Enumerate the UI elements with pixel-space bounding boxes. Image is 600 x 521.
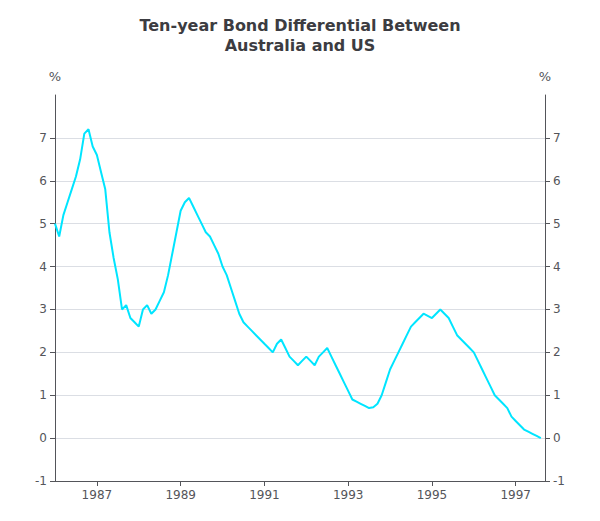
svg-text:Ten-year Bond Differential Bet: Ten-year Bond Differential Between — [139, 16, 460, 35]
svg-text:7: 7 — [39, 131, 47, 145]
svg-text:5: 5 — [553, 217, 561, 231]
svg-text:1987: 1987 — [82, 488, 113, 502]
svg-text:4: 4 — [553, 260, 561, 274]
svg-text:3: 3 — [39, 302, 47, 316]
svg-text:1989: 1989 — [165, 488, 196, 502]
svg-text:6: 6 — [39, 174, 47, 188]
svg-text:2: 2 — [39, 345, 47, 359]
svg-text:Australia and US: Australia and US — [225, 36, 376, 55]
svg-text:1991: 1991 — [249, 488, 280, 502]
svg-text:4: 4 — [39, 260, 47, 274]
svg-text:0: 0 — [39, 431, 47, 445]
svg-text:1995: 1995 — [417, 488, 448, 502]
svg-text:-1: -1 — [553, 474, 565, 488]
svg-text:-1: -1 — [35, 474, 47, 488]
svg-text:%: % — [49, 69, 61, 84]
svg-text:3: 3 — [553, 302, 561, 316]
svg-text:0: 0 — [553, 431, 561, 445]
svg-text:1: 1 — [39, 388, 47, 402]
svg-text:2: 2 — [553, 345, 561, 359]
svg-text:6: 6 — [553, 174, 561, 188]
svg-text:1993: 1993 — [333, 488, 364, 502]
svg-text:1997: 1997 — [500, 488, 531, 502]
svg-text:7: 7 — [553, 131, 561, 145]
svg-text:1: 1 — [553, 388, 561, 402]
svg-text:%: % — [539, 69, 551, 84]
svg-text:5: 5 — [39, 217, 47, 231]
